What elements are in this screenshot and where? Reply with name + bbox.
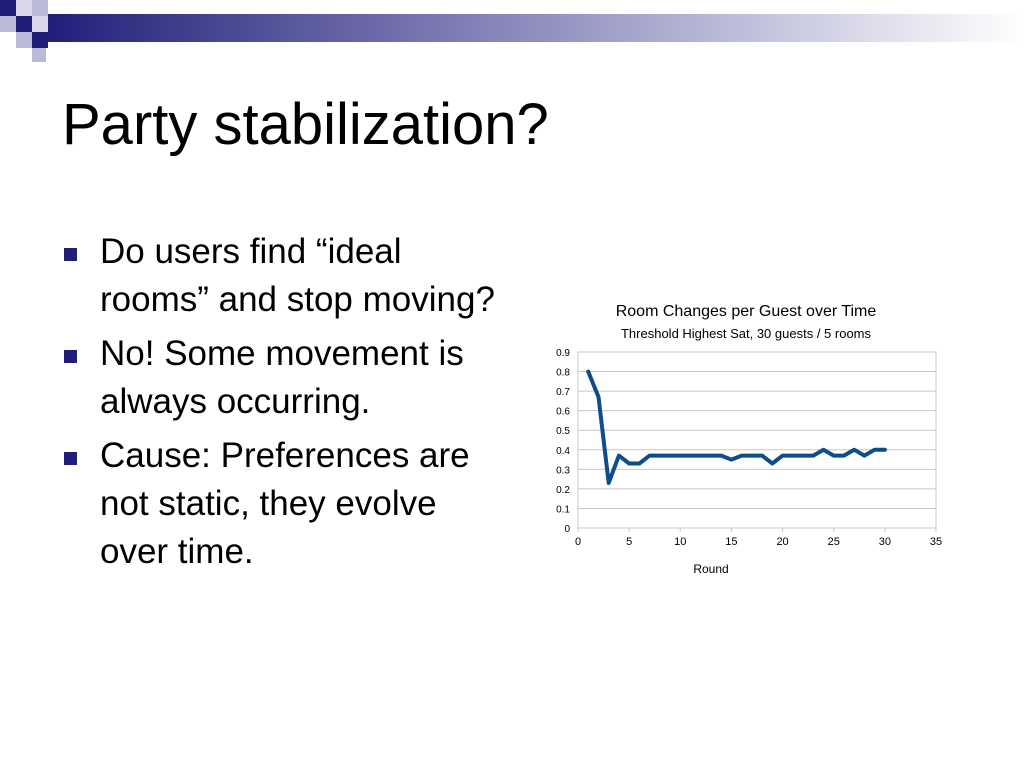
bullet-item: No! Some movement is always occurring.	[62, 330, 502, 426]
header-gradient-band	[45, 14, 1024, 42]
bullet-item: Do users find “ideal rooms” and stop mov…	[62, 228, 502, 324]
y-tick-label: 0.3	[556, 465, 570, 476]
chart-title: Room Changes per Guest over Time	[616, 303, 877, 320]
chart-gridlines	[578, 351, 936, 529]
square-bullet-icon	[64, 452, 77, 465]
x-tick-label: 20	[776, 536, 788, 548]
deco-square	[16, 32, 32, 48]
y-tick-label: 0.5	[556, 426, 570, 437]
deco-square	[16, 16, 32, 32]
y-tick-label: 0.1	[556, 504, 570, 515]
x-tick-label: 25	[828, 536, 840, 548]
y-tick-label: 0.4	[556, 446, 570, 457]
bullet-item: Cause: Preferences are not static, they …	[62, 432, 502, 576]
bullet-text: Cause: Preferences are not static, they …	[100, 436, 470, 571]
deco-square	[16, 0, 32, 16]
series-line	[586, 369, 887, 485]
x-tick-label: 35	[930, 536, 942, 548]
x-tick-label: 5	[626, 536, 632, 548]
y-tick-label: 0.9	[556, 348, 570, 359]
y-tick-label: 0.2	[556, 485, 570, 496]
bullet-list: Do users find “ideal rooms” and stop mov…	[62, 228, 502, 582]
plot-area-border	[577, 351, 937, 529]
square-bullet-icon	[64, 248, 77, 261]
chart-series	[586, 369, 887, 485]
x-axis-label: Round	[693, 562, 728, 576]
bullet-text: No! Some movement is always occurring.	[100, 334, 464, 421]
deco-square	[0, 0, 16, 16]
x-axis-ticks: 0 5 10 15 20 25 30 35	[575, 528, 942, 548]
deco-square	[32, 0, 48, 16]
y-axis-ticks: 0 0.1 0.2 0.3 0.4 0.5 0.6 0.7 0.8 0.9	[556, 348, 570, 535]
y-tick-label: 0.7	[556, 387, 570, 398]
x-tick-label: 15	[725, 536, 737, 548]
deco-square	[32, 48, 46, 62]
x-tick-label: 10	[674, 536, 686, 548]
line-chart: Room Changes per Guest over Time Thresho…	[556, 303, 942, 576]
x-tick-label: 30	[879, 536, 891, 548]
y-tick-label: 0	[564, 524, 570, 535]
x-tick-label: 0	[575, 536, 581, 548]
deco-square	[0, 16, 16, 32]
deco-square	[32, 16, 48, 32]
y-tick-label: 0.6	[556, 407, 570, 418]
slide-title: Party stabilization?	[62, 92, 549, 157]
chart-subtitle: Threshold Highest Sat, 30 guests / 5 roo…	[621, 326, 872, 341]
square-bullet-icon	[64, 350, 77, 363]
y-tick-label: 0.8	[556, 368, 570, 379]
deco-square	[32, 32, 48, 48]
slide-corner-decoration	[0, 0, 1024, 62]
bullet-text: Do users find “ideal rooms” and stop mov…	[100, 232, 495, 319]
